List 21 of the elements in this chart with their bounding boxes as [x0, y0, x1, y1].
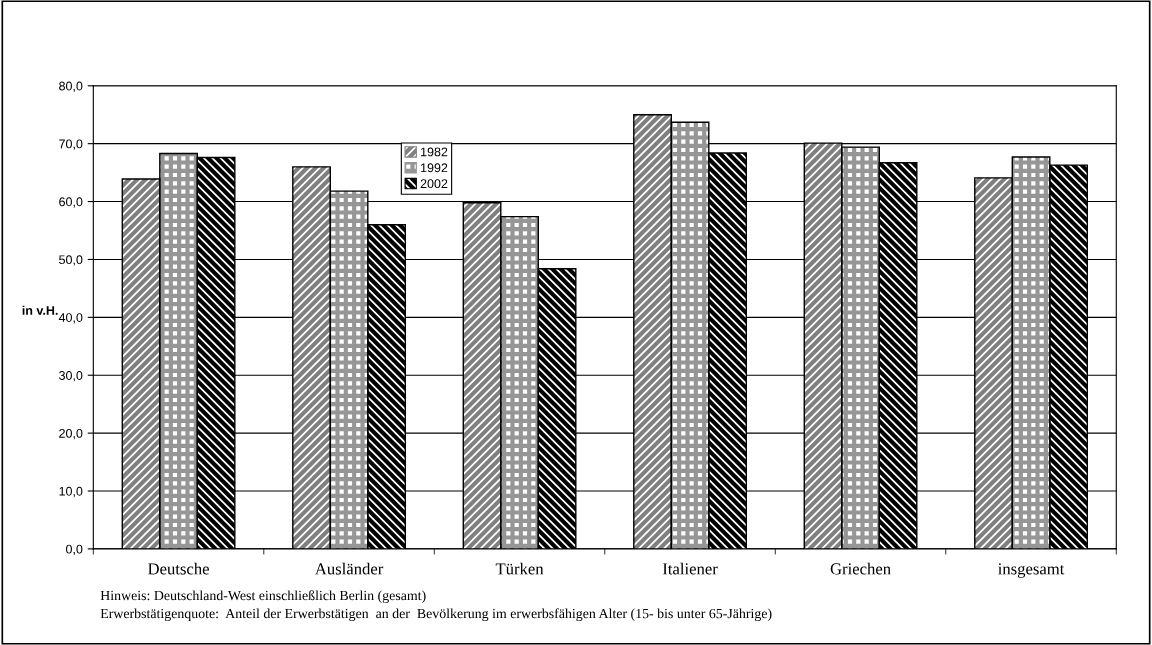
y-tick-label: 10,0: [59, 486, 83, 498]
text: Hinweis: Deutschland-West einschließlich Berlin (gesamt): [100, 590, 426, 604]
legend-label: 1992: [421, 163, 448, 173]
x-tick-label: Griechen: [830, 562, 891, 575]
legend-label: 2002: [420, 179, 448, 189]
y-tick-label: 70,0: [59, 139, 83, 150]
x-tick-label: insgesamt: [998, 563, 1065, 578]
y-tick-label: 40,0: [58, 313, 83, 324]
x-tick-label: Türken: [495, 562, 544, 575]
y-tick-label: 50,0: [59, 255, 83, 266]
y-tick-label: 60,0: [59, 197, 83, 208]
x-tick-label: Ausländer: [314, 562, 384, 575]
text: Erwerbstätigenquote: Anteil der Erwerbstätigen an der Bevölkerung im erwerbsfähigen Alter (15- bis unter 65-Jährige): [100, 608, 772, 622]
x-tick-label: Deutsche: [148, 562, 209, 575]
y-tick-label: 0,0: [66, 544, 83, 556]
x-tick-label: Italiener: [662, 562, 718, 575]
legend-label: 1982: [421, 147, 448, 157]
y-tick-label: 80,0: [59, 81, 83, 92]
y-axis-title: in v.H.: [22, 305, 58, 315]
y-tick-label: 30,0: [59, 371, 83, 382]
y-tick-label: 20,0: [59, 428, 83, 440]
